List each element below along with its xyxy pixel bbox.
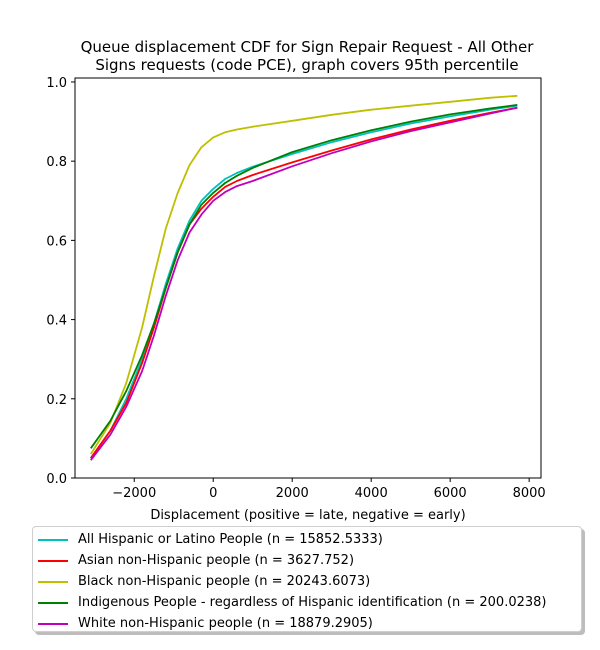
x-axis: −2000 0 2000 4000 6000 8000: [112, 478, 546, 501]
legend-label-black: Black non-Hispanic people (n = 20243.607…: [78, 574, 371, 589]
legend-swatch-black: [38, 580, 68, 583]
x-tick-label: 4000: [355, 486, 388, 501]
x-tick-label: 6000: [434, 486, 467, 501]
series-line-2-black: [90, 94, 518, 455]
legend-swatch-white: [38, 622, 68, 625]
legend-swatch-hispanic: [38, 538, 68, 541]
x-tick-label: 0: [209, 486, 217, 501]
y-tick-label: 0.8: [46, 155, 67, 170]
legend-label-asian: Asian non-Hispanic people (n = 3627.752): [78, 553, 355, 568]
legend-label-indigenous: Indigenous People - regardless of Hispan…: [78, 595, 547, 610]
legend-label-hispanic: All Hispanic or Latino People (n = 15852…: [78, 532, 383, 547]
plot-area: −2000 0 2000 4000 6000 8000 0.0 0.2 0.4 0.6 0.8 1.…: [46, 76, 545, 501]
series-layer: [90, 94, 518, 461]
y-tick-label: 0.0: [46, 472, 67, 487]
legend-item-black: Black non-Hispanic people (n = 20243.607…: [33, 571, 581, 592]
legend-item-asian: Asian non-Hispanic people (n = 3627.752): [33, 550, 581, 571]
series-line-1-asian: [90, 106, 518, 459]
chart-title-line-2: Signs requests (code PCE), graph covers …: [95, 56, 518, 74]
plot-frame: [74, 77, 542, 479]
y-tick-label: 0.2: [46, 393, 67, 408]
x-axis-label: Displacement (positive = late, negative …: [150, 508, 465, 523]
series-line-0-all: [90, 104, 518, 459]
legend-item-hispanic: All Hispanic or Latino People (n = 15852…: [33, 529, 581, 550]
legend-label-white: White non-Hispanic people (n = 18879.290…: [78, 616, 373, 631]
y-axis: 0.0 0.2 0.4 0.6 0.8 1.0: [46, 76, 75, 487]
legend: All Hispanic or Latino People (n = 15852…: [32, 526, 582, 632]
x-tick-label: 8000: [513, 486, 546, 501]
legend-swatch-asian: [38, 559, 68, 562]
y-tick-label: 0.4: [46, 314, 67, 329]
legend-swatch-indigenous: [38, 601, 68, 604]
x-tick-label: −2000: [112, 486, 156, 501]
chart-title-line-1: Queue displacement CDF for Sign Repair R…: [81, 38, 535, 56]
y-tick-label: 0.6: [46, 234, 67, 249]
legend-item-indigenous: Indigenous People - regardless of Hispan…: [33, 592, 581, 613]
x-tick-label: 2000: [276, 486, 309, 501]
series-line-3-indigenous: [90, 104, 518, 449]
y-tick-label: 1.0: [46, 76, 67, 91]
series-line-4-white: [90, 106, 518, 461]
legend-item-white: White non-Hispanic people (n = 18879.290…: [33, 613, 581, 634]
